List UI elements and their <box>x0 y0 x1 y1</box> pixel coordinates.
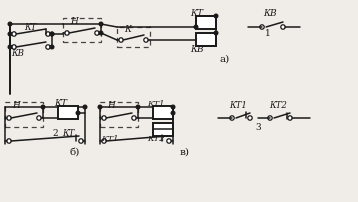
Circle shape <box>37 116 41 120</box>
Text: КТ1: КТ1 <box>101 135 119 143</box>
Bar <box>196 33 216 46</box>
Circle shape <box>8 45 12 49</box>
Text: Н: Н <box>107 101 115 109</box>
Circle shape <box>50 32 54 36</box>
Text: Н: Н <box>12 101 20 109</box>
Circle shape <box>136 105 140 109</box>
Circle shape <box>167 139 171 143</box>
Text: КТ: КТ <box>24 23 36 33</box>
Circle shape <box>7 139 11 143</box>
Bar <box>153 106 173 119</box>
Text: КТ1: КТ1 <box>147 100 165 108</box>
Circle shape <box>99 22 103 26</box>
Circle shape <box>46 32 50 36</box>
Circle shape <box>119 38 123 42</box>
Circle shape <box>194 25 198 29</box>
Circle shape <box>8 22 12 26</box>
Circle shape <box>214 14 218 18</box>
Circle shape <box>214 31 218 35</box>
Circle shape <box>281 25 285 29</box>
Text: КТ2: КТ2 <box>147 135 165 143</box>
Circle shape <box>50 32 54 36</box>
Circle shape <box>132 116 136 120</box>
Text: КТ: КТ <box>62 128 74 138</box>
Bar <box>58 106 78 119</box>
Circle shape <box>102 139 106 143</box>
Text: К: К <box>125 25 131 35</box>
Circle shape <box>46 45 50 49</box>
Bar <box>117 27 150 47</box>
Circle shape <box>12 32 16 36</box>
Bar <box>63 18 101 42</box>
Circle shape <box>171 111 175 115</box>
Circle shape <box>144 38 148 42</box>
Text: КТ1: КТ1 <box>229 101 247 109</box>
Text: КТ: КТ <box>54 100 68 108</box>
Bar <box>153 123 173 136</box>
Circle shape <box>50 45 54 49</box>
Text: б): б) <box>70 147 80 157</box>
Text: 3: 3 <box>255 123 261 133</box>
Text: 1: 1 <box>265 29 271 39</box>
Text: в): в) <box>180 147 190 157</box>
Circle shape <box>95 31 99 35</box>
Circle shape <box>248 116 252 120</box>
Circle shape <box>102 116 106 120</box>
Circle shape <box>230 116 234 120</box>
Text: 2: 2 <box>52 128 58 138</box>
Text: КВ: КВ <box>11 48 24 58</box>
Bar <box>100 102 138 127</box>
Circle shape <box>7 116 11 120</box>
Text: Н: Н <box>70 17 78 25</box>
Bar <box>5 102 43 127</box>
Text: КВ: КВ <box>263 9 277 19</box>
Circle shape <box>65 31 69 35</box>
Circle shape <box>99 31 103 35</box>
Circle shape <box>12 45 16 49</box>
Text: КВ: КВ <box>190 44 204 54</box>
Circle shape <box>260 25 264 29</box>
Circle shape <box>98 105 102 109</box>
Circle shape <box>79 139 83 143</box>
Circle shape <box>83 105 87 109</box>
Circle shape <box>8 32 12 36</box>
Text: КТ: КТ <box>190 9 203 19</box>
Circle shape <box>268 116 272 120</box>
Circle shape <box>171 105 175 109</box>
Text: а): а) <box>220 55 230 63</box>
Text: КТ2: КТ2 <box>269 101 287 109</box>
Circle shape <box>76 111 80 115</box>
Circle shape <box>41 105 45 109</box>
Bar <box>196 16 216 29</box>
Circle shape <box>288 116 292 120</box>
